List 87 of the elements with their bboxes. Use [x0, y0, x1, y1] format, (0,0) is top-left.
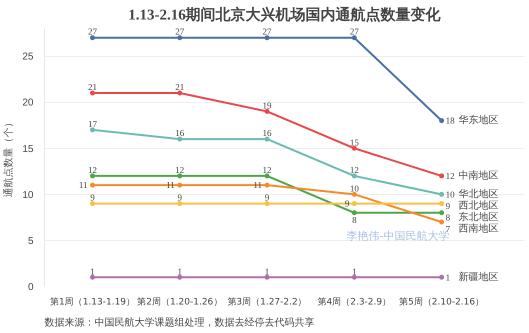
point: [90, 90, 95, 96]
point: [352, 274, 357, 280]
point: [439, 274, 444, 280]
data-label: 18: [446, 116, 456, 126]
data-label: 17: [88, 118, 98, 129]
point: [90, 274, 95, 280]
data-label: 12: [350, 164, 359, 175]
data-label: 12: [262, 164, 272, 175]
data-label: 12: [446, 170, 455, 181]
data-label: 10: [350, 183, 360, 194]
data-label: 1: [90, 266, 95, 276]
point: [264, 136, 270, 142]
data-label: 1: [264, 266, 270, 276]
point: [177, 90, 182, 96]
data-label: 12: [88, 164, 97, 175]
point: [90, 173, 95, 178]
data-label: 27: [262, 26, 272, 37]
point: [264, 182, 270, 188]
data-label: 9: [264, 192, 270, 203]
data-label: 16: [175, 128, 185, 138]
data-label: 8: [352, 214, 358, 225]
series-label: 中南地区: [458, 169, 499, 182]
x-tick-label: 第4周（2.3-2.9）: [318, 296, 392, 308]
data-label: 12: [175, 164, 184, 175]
x-tick-label: 第1周（1.13-1.19）: [50, 296, 136, 308]
point: [439, 220, 444, 224]
point: [264, 201, 270, 206]
data-label: 27: [88, 26, 98, 37]
data-label: 9: [178, 192, 183, 203]
point: [352, 173, 357, 178]
data-label: 9: [446, 200, 451, 211]
point: [90, 182, 95, 188]
y-axis-title: 通航点数量（个）: [2, 118, 14, 198]
data-label: 1: [352, 266, 357, 276]
point: [264, 173, 270, 178]
source-note: 数据来源：中国民航大学课题组处理，数据去经停去代码共享: [44, 316, 314, 328]
data-label: 8: [446, 212, 451, 222]
point: [177, 274, 182, 280]
data-label: 11: [78, 180, 88, 190]
series-label: 华东地区: [458, 114, 499, 126]
data-label: 16: [262, 128, 272, 138]
point: [177, 173, 182, 178]
point: [264, 35, 270, 40]
point: [90, 127, 95, 132]
point: [439, 192, 444, 197]
data-label: 15: [350, 137, 360, 148]
point: [177, 136, 182, 142]
data-label: 1: [178, 266, 182, 276]
series-label: 西南地区: [458, 222, 499, 234]
point: [177, 35, 182, 40]
point: [352, 192, 357, 197]
x-tick-label: 第2周（1.20-1.26）: [137, 296, 222, 308]
point: [90, 201, 95, 206]
point: [352, 201, 357, 206]
y-tick-label: 5: [28, 236, 34, 247]
data-label: 21: [175, 82, 184, 92]
data-label: 10: [446, 189, 456, 200]
point: [177, 201, 182, 206]
data-label: 9: [90, 192, 96, 203]
data-label: 27: [175, 26, 185, 37]
y-tick-label: 15: [22, 144, 34, 155]
point: [439, 173, 444, 178]
point: [352, 210, 357, 216]
data-label: 21: [88, 82, 97, 92]
point: [264, 108, 270, 114]
point: [439, 118, 444, 124]
data-label: 1: [446, 272, 450, 282]
point: [177, 182, 182, 188]
point: [90, 35, 95, 40]
point: [352, 35, 357, 40]
data-label: 27: [350, 26, 360, 37]
x-tick-label: 第3周（1.27-2.2）: [227, 296, 307, 308]
series-label: 华北地区: [458, 188, 499, 200]
series-label: 新疆地区: [458, 270, 499, 283]
point: [439, 201, 444, 206]
y-tick-label: 0: [28, 282, 34, 293]
series-label: 东北地区: [458, 210, 499, 223]
point: [264, 274, 270, 280]
point: [352, 146, 357, 151]
y-tick-label: 10: [22, 190, 34, 201]
data-label: 19: [262, 100, 272, 110]
y-tick-label: 20: [22, 98, 34, 109]
series-label: 西北地区: [458, 199, 499, 212]
y-tick-label: 25: [22, 52, 34, 63]
x-tick-label: 第5周（2.10-2.16）: [399, 296, 484, 308]
chart-title: 1.13-2.16期间北京大兴机场国内通航点数量变化: [128, 6, 442, 24]
point: [439, 210, 444, 216]
